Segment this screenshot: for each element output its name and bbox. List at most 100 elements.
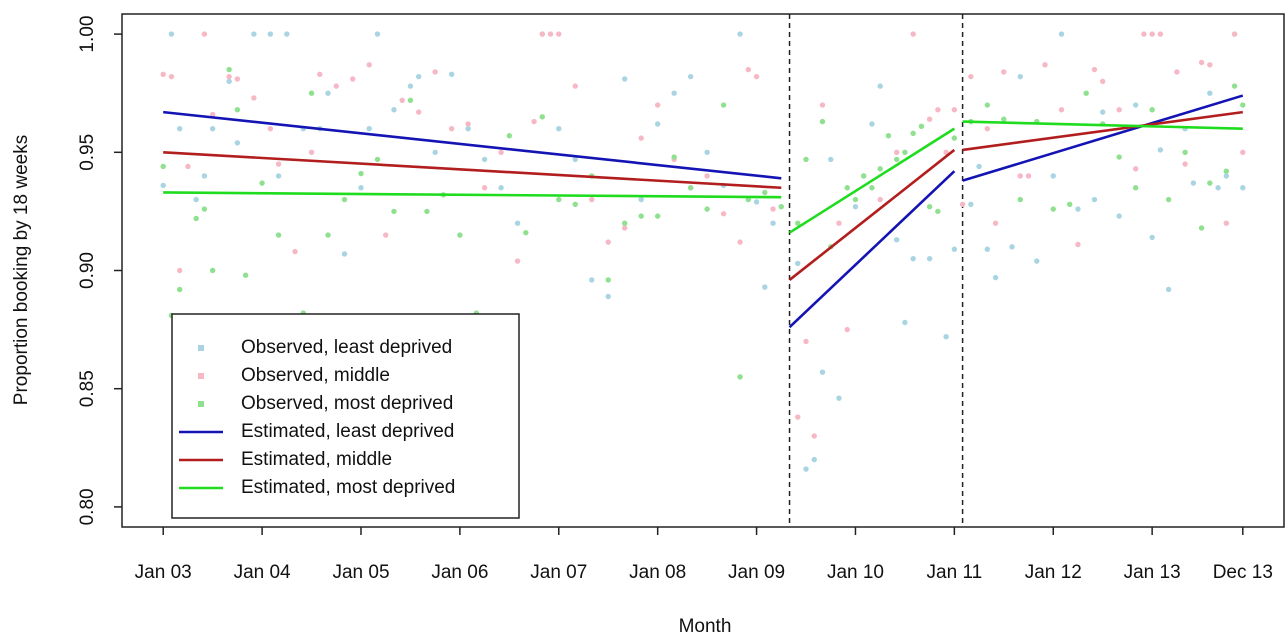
data-point — [819, 118, 826, 125]
x-tick-label: Jan 11 — [927, 562, 983, 583]
legend-box — [171, 313, 520, 519]
data-point — [745, 66, 752, 73]
data-point — [828, 156, 834, 163]
data-point — [325, 232, 331, 238]
data-point — [556, 31, 562, 37]
x-tick-label: Jan 13 — [1124, 562, 1181, 583]
data-point — [1149, 234, 1155, 241]
x-tick-label: Jan 09 — [728, 562, 785, 583]
data-point — [432, 69, 438, 75]
data-point — [877, 196, 883, 203]
x-tick-label: Jan 07 — [530, 562, 587, 583]
data-point — [267, 31, 274, 37]
data-point — [358, 170, 364, 177]
data-point — [481, 185, 488, 191]
data-point — [1240, 102, 1246, 108]
data-point — [885, 133, 892, 139]
data-point — [622, 76, 628, 82]
data-point — [1240, 185, 1246, 191]
data-point — [819, 369, 826, 375]
data-point — [1223, 220, 1230, 226]
data-point — [234, 76, 241, 82]
data-point — [1157, 31, 1164, 37]
data-point — [160, 163, 166, 170]
data-point — [1231, 83, 1238, 89]
data-point — [432, 149, 438, 155]
data-point — [803, 338, 809, 345]
data-point — [415, 73, 422, 80]
data-point — [176, 267, 183, 274]
data-point — [605, 293, 611, 300]
data-point — [1165, 196, 1172, 203]
data-point — [910, 31, 916, 37]
data-point — [1116, 213, 1122, 219]
data-point — [448, 71, 455, 77]
data-point — [819, 102, 826, 108]
data-point — [1017, 196, 1023, 203]
data-point — [1001, 69, 1007, 75]
data-point — [1050, 173, 1056, 179]
data-point — [638, 135, 644, 141]
data-point — [209, 125, 216, 132]
data-point — [795, 414, 801, 420]
data-point — [770, 220, 776, 226]
data-point — [737, 31, 743, 37]
data-point — [201, 206, 208, 212]
data-point — [687, 185, 694, 191]
data-point — [1058, 107, 1065, 113]
y-tick-label: 0.95 — [77, 134, 98, 171]
data-point — [918, 123, 925, 129]
data-point — [926, 255, 933, 262]
data-point — [992, 220, 999, 226]
data-point — [803, 156, 809, 163]
data-point — [836, 395, 842, 401]
data-point — [704, 149, 710, 155]
data-point — [1198, 225, 1205, 231]
data-point — [1091, 66, 1098, 73]
x-tick-label: Jan 10 — [827, 562, 884, 583]
data-point — [893, 237, 900, 243]
x-tick-label: Jan 08 — [629, 562, 686, 583]
data-point — [374, 156, 381, 163]
data-point — [1034, 258, 1040, 264]
data-point — [325, 90, 331, 96]
data-point — [770, 206, 776, 212]
x-tick-label: Jan 12 — [1025, 562, 1082, 583]
data-point — [1067, 201, 1073, 208]
data-point — [654, 102, 661, 108]
data-point — [234, 107, 241, 113]
data-point — [1042, 62, 1048, 68]
data-point — [209, 267, 216, 274]
data-point — [951, 246, 958, 252]
data-point — [984, 246, 991, 252]
data-point — [267, 125, 274, 132]
data-point — [1009, 244, 1015, 250]
x-tick-label: Jan 05 — [332, 562, 389, 583]
data-point — [185, 163, 191, 170]
data-point — [943, 149, 949, 155]
data-point — [877, 166, 883, 172]
data-point — [572, 156, 578, 163]
data-point — [176, 125, 183, 132]
data-point — [1157, 147, 1164, 153]
data-point — [589, 196, 595, 203]
data-point — [910, 130, 916, 137]
data-point — [234, 140, 241, 146]
data-point — [778, 203, 784, 210]
data-point — [284, 31, 290, 37]
data-point — [424, 208, 430, 215]
data-point — [1223, 168, 1230, 174]
data-point — [539, 114, 545, 120]
data-point — [984, 125, 991, 132]
data-point — [976, 163, 982, 170]
data-point — [547, 31, 554, 37]
data-point — [704, 173, 710, 179]
data-point — [589, 277, 595, 283]
x-axis-label: Month — [679, 616, 732, 636]
data-point — [498, 185, 504, 191]
data-point — [1017, 173, 1023, 179]
data-point — [168, 73, 175, 80]
data-point — [176, 286, 183, 293]
data-point — [926, 203, 933, 210]
legend-marker — [198, 401, 204, 407]
